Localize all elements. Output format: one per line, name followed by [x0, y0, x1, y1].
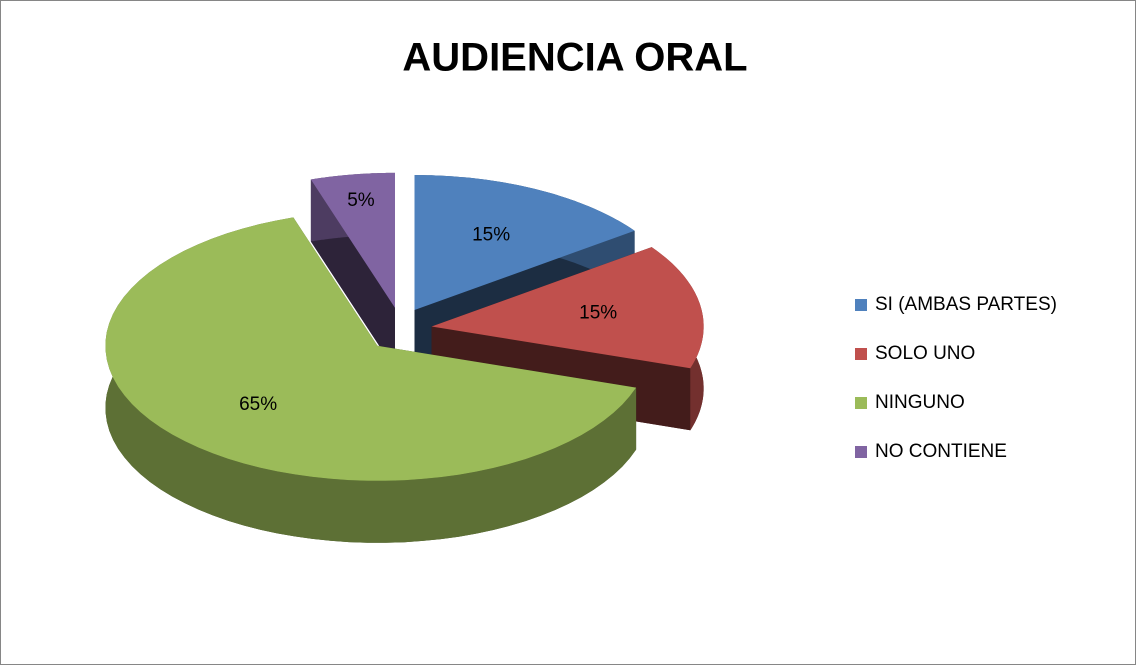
data-label: 5%	[347, 190, 375, 211]
legend-swatch	[855, 446, 867, 458]
legend-label: NINGUNO	[875, 392, 965, 413]
legend-label: SOLO UNO	[875, 343, 975, 364]
data-label: 65%	[239, 394, 277, 415]
data-label: 15%	[579, 302, 617, 323]
legend-swatch	[855, 299, 867, 311]
legend-label: NO CONTIENE	[875, 441, 1007, 462]
slice	[431, 247, 704, 369]
legend-swatch	[855, 397, 867, 409]
legend-swatch	[855, 348, 867, 360]
legend-label: SI (AMBAS PARTES)	[875, 294, 1057, 315]
slice	[105, 217, 637, 481]
slice	[310, 172, 395, 308]
chart-title: AUDIENCIA ORAL	[402, 36, 747, 80]
data-label: 15%	[472, 224, 510, 245]
slice	[414, 175, 635, 310]
